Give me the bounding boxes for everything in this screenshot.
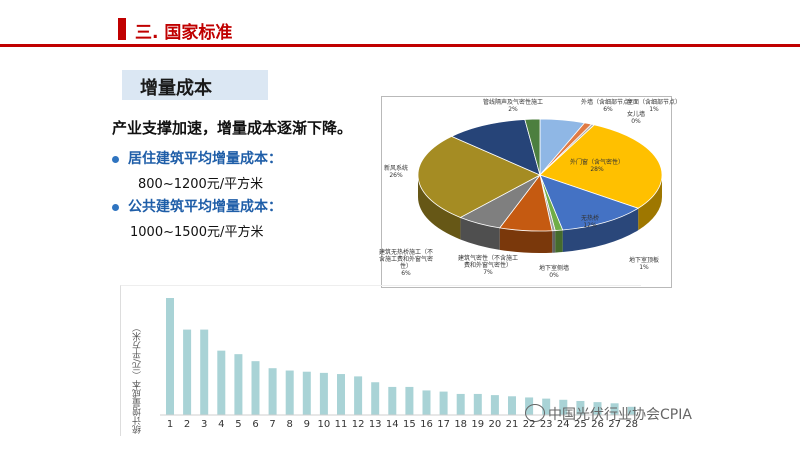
x-tick-label: 5 [235,419,242,430]
bar-28 [627,406,636,415]
x-tick-label: 21 [505,419,519,430]
x-tick-label: 25 [574,419,587,430]
x-tick-label: 7 [269,419,276,430]
bar-25 [576,400,585,415]
pie-label-7: 建筑气密性（不含施工费和外窗气密性） 7% [457,255,518,276]
bar-19 [473,393,482,415]
pie-slice-4 [539,174,640,231]
x-tick-label: 8 [286,419,293,430]
bullet-label: 公共建筑平均增量成本： [128,199,282,215]
pie-slice-side-9 [418,175,461,240]
x-tick-label: 20 [488,419,502,430]
bullet-residential: 居住建筑平均增量成本： [112,148,282,168]
wechat-icon [525,404,545,422]
pie-chart: 外墙（含细部节点） 6% 屋面（含细部节点） 1% 女儿墙 0% 外门窗（含气密性） … [378,96,681,288]
bar-7 [268,368,277,415]
x-tick-label: 17 [437,419,450,430]
pie-slice-9 [417,135,541,218]
x-tick-label: 12 [351,419,365,430]
bullet-label: 居住建筑平均增量成本： [128,151,282,167]
pie-slice-side-5 [555,230,563,253]
pie-label-3: 外门窗（含气密性） 28% [569,159,624,173]
bullet-range: 1000~1500元/平方米 [130,225,264,240]
x-tick-label: 2 [183,419,191,430]
pie-label-5: 地下室顶板 1% [628,257,659,271]
bar-2 [183,329,192,415]
bar-16 [422,390,431,415]
x-tick-label: 4 [218,419,225,430]
x-tick-label: 15 [403,419,416,430]
pie-slice-side-8 [460,217,500,250]
pie-slice-side-4 [562,208,639,253]
watermark: 中国光伏行业协会CPIA [548,407,692,423]
bullet-public: 公共建筑平均增量成本： [112,196,282,216]
bar-13 [371,382,380,415]
pie-slice-10 [450,119,541,176]
bar-14 [388,386,397,415]
x-tick-label: 6 [252,419,259,430]
pie-slice-3 [539,124,663,209]
bar-23 [542,398,551,415]
x-tick-label: 14 [385,419,399,430]
x-tick-label: 27 [608,419,621,430]
pie-label-2: 女儿墙 0% [626,111,645,125]
x-tick-label: 3 [201,419,208,430]
bar-10 [319,372,328,415]
bar-26 [593,402,602,415]
pie-slice-side-7 [499,227,553,253]
bar-1 [166,298,174,415]
header-divider [0,44,800,47]
pie-label-1: 屋面（含细部节点） 1% [626,99,681,113]
intro-text: 产业支撑加速，增量成本逐渐下降。 [112,119,353,137]
x-tick-label: 26 [591,419,604,430]
pie-label-4: 无热桥 12% [580,215,599,229]
pie-slice-side-3 [638,175,662,231]
pie-label-11: 管线隔声及气密性施工 2% [482,99,543,113]
x-tick-label: 13 [368,419,382,430]
pie-label-0: 外墙（含细部节点） 6% [580,99,635,113]
bar-17 [439,391,448,415]
bullet-range: 800~1200元/平方米 [138,177,264,192]
bar-27 [610,403,619,415]
bar-12 [354,376,363,415]
bar-8 [285,370,294,415]
pie-label-6: 地下室侧墙 0% [538,265,569,279]
x-tick-label: 9 [303,419,310,430]
x-tick-label: 11 [334,419,348,430]
x-tick-label: 22 [522,419,536,430]
bar-15 [405,386,414,415]
bar-6 [251,361,260,415]
pie-slice-side-6 [552,230,556,253]
x-tick-label: 1 [166,419,174,430]
bar-5 [234,354,243,415]
bar-9 [302,371,311,415]
x-tick-label: 24 [556,419,570,430]
bar-4 [217,350,226,415]
slide-header: 三. 国家标准 [0,0,800,52]
section-heading: 增量成本 [140,78,212,99]
pie-label-9: 新风系统 26% [383,165,408,179]
bar-24 [559,399,568,415]
bar-11 [337,374,345,415]
pie-chart-svg [417,118,663,253]
section-heading-box: 增量成本 [122,70,268,100]
bar-3 [200,329,209,415]
x-tick-label: 16 [420,419,433,430]
bar-21 [508,396,516,415]
x-tick-label: 10 [317,419,331,430]
pie-label-8: 建筑无热桥施工（不含施工费和外窗气密性） 6% [378,249,433,277]
slide-title: 三. 国家标准 [135,23,233,43]
bullet-dot-icon [112,203,119,211]
x-tick-label: 28 [625,419,639,430]
bar-20 [490,395,499,415]
x-tick-label: 23 [539,419,553,430]
x-tick-label: 19 [471,419,485,430]
bar-chart-frame [120,285,641,436]
bar-18 [456,393,465,415]
bullet-dot-icon [112,155,119,163]
x-tick-label: 18 [454,419,468,430]
pie-slice-11 [524,118,541,176]
header-marker [118,18,126,40]
